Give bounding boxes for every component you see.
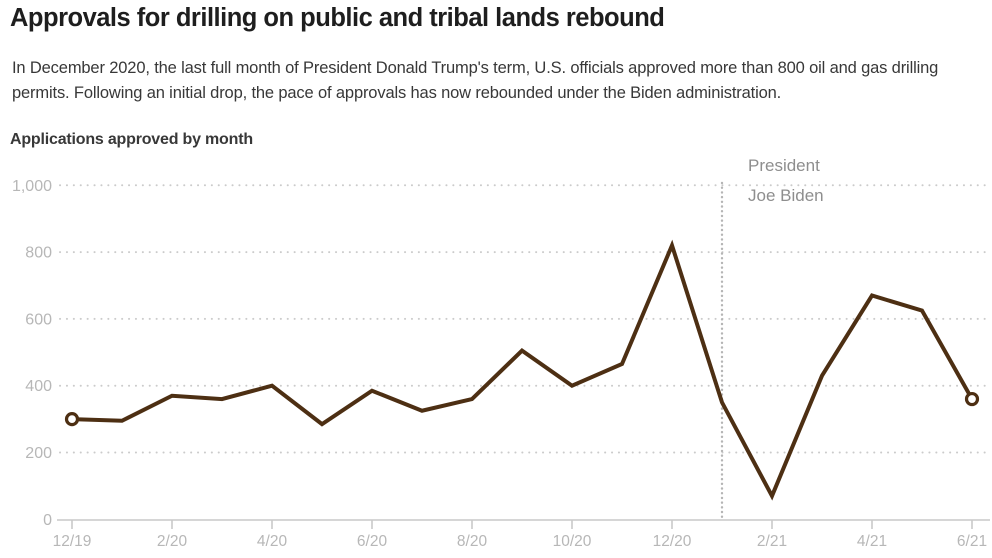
data-point-marker bbox=[964, 391, 980, 407]
x-axis-tick-label: 6/21 bbox=[957, 533, 987, 550]
y-axis-tick-label: 1,000 bbox=[12, 178, 52, 195]
data-point-marker bbox=[64, 412, 80, 427]
annotation-label: Joe Biden bbox=[748, 186, 824, 205]
data-line bbox=[71, 239, 974, 501]
x-axis-tick-label: 6/20 bbox=[357, 533, 388, 550]
y-axis-tick-label: 800 bbox=[25, 245, 52, 262]
chart-subtitle: In December 2020, the last full month of… bbox=[12, 59, 939, 102]
x-axis-tick-label: 8/20 bbox=[457, 533, 488, 550]
x-axis-tick-label: 12/20 bbox=[653, 533, 692, 550]
x-axis-tick-label: 4/20 bbox=[257, 533, 288, 550]
y-axis-title: Applications approved by month bbox=[10, 131, 253, 148]
x-axis-tick-label: 10/20 bbox=[553, 533, 592, 550]
y-axis-tick-label: 600 bbox=[25, 311, 52, 328]
annotation-label: President bbox=[748, 156, 820, 175]
y-axis-tick-label: 200 bbox=[25, 445, 52, 462]
x-axis-tick-label: 2/21 bbox=[757, 533, 787, 550]
y-axis-tick-label: 400 bbox=[25, 378, 52, 395]
x-axis-tick-label: 12/19 bbox=[53, 533, 92, 550]
y-axis-tick-label: 0 bbox=[43, 512, 52, 529]
x-axis-tick-label: 4/21 bbox=[857, 533, 887, 550]
x-axis-tick-label: 2/20 bbox=[157, 533, 188, 550]
chart-title: Approvals for drilling on public and tri… bbox=[10, 4, 665, 32]
